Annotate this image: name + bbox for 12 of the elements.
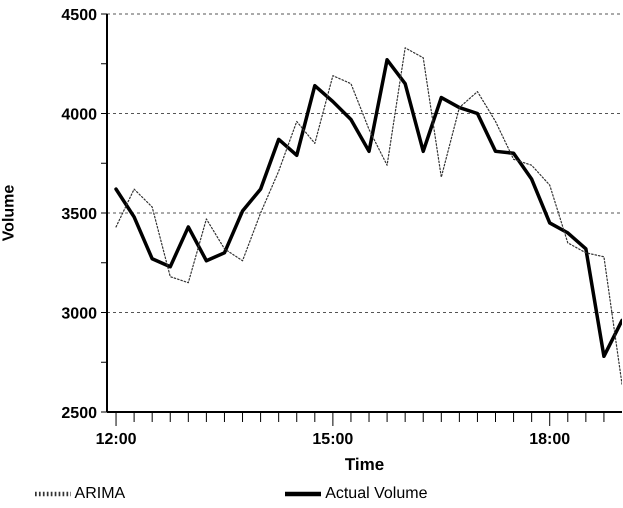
legend-label: ARIMA	[74, 485, 126, 502]
y-tick-label: 2500	[61, 405, 98, 422]
legend-label: Actual Volume	[325, 485, 428, 502]
y-tick-label: 3000	[61, 306, 98, 322]
x-axis-title: Time	[344, 455, 384, 474]
x-tick-label: 18:00	[529, 431, 570, 448]
y-tick-label: 3500	[61, 206, 98, 223]
y-tick-label: 4000	[61, 106, 98, 124]
y-tick-label: 4500	[61, 7, 98, 24]
x-tick-label: 15:00	[312, 431, 354, 448]
y-axis-title: Volume	[0, 184, 18, 242]
x-tick-label: 12:00	[96, 431, 137, 448]
